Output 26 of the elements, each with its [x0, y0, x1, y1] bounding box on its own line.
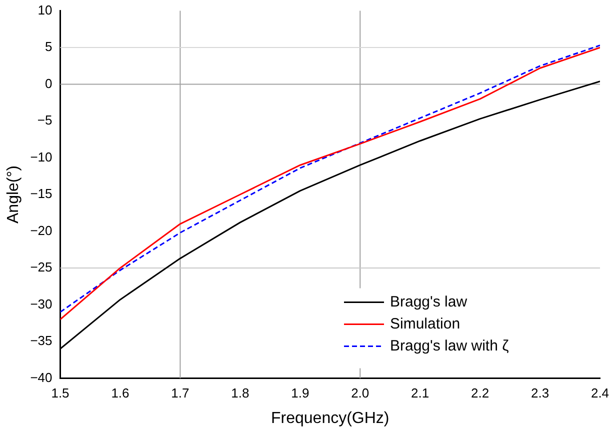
y-tick-label: −5 — [37, 112, 52, 128]
y-tick-label: −30 — [30, 296, 52, 312]
y-tick-label: 10 — [38, 2, 52, 18]
legend-label: Simulation — [390, 315, 460, 332]
x-tick-label: 1.8 — [231, 386, 250, 401]
x-tick-label: 2.0 — [351, 386, 370, 401]
y-axis-title: Angle(°) — [5, 166, 22, 224]
y-tick-label: −10 — [30, 149, 52, 164]
x-tick-label: 1.6 — [111, 386, 130, 401]
x-tick-label: 2.3 — [530, 386, 550, 401]
legend-label: Bragg's law with ζ — [390, 337, 510, 354]
x-tick-label: 2.1 — [411, 386, 430, 401]
x-tick-label: 1.7 — [171, 386, 190, 401]
y-tick-label: 0 — [45, 76, 52, 91]
legend-label: Bragg's law — [390, 293, 468, 310]
x-tick-label: 2.2 — [471, 386, 490, 401]
y-tick-label: −20 — [30, 222, 52, 238]
x-axis-title: Frequency(GHz) — [271, 410, 390, 427]
y-tick-label: −25 — [30, 260, 52, 275]
y-tick-label: −35 — [30, 333, 52, 348]
y-tick-label: −40 — [30, 370, 52, 385]
x-tick-label: 1.5 — [51, 386, 70, 401]
y-tick-label: −15 — [30, 186, 52, 202]
x-tick-label: 1.9 — [291, 386, 310, 401]
x-tick-label: 2.4 — [590, 386, 610, 401]
y-tick-label: 5 — [45, 39, 52, 54]
